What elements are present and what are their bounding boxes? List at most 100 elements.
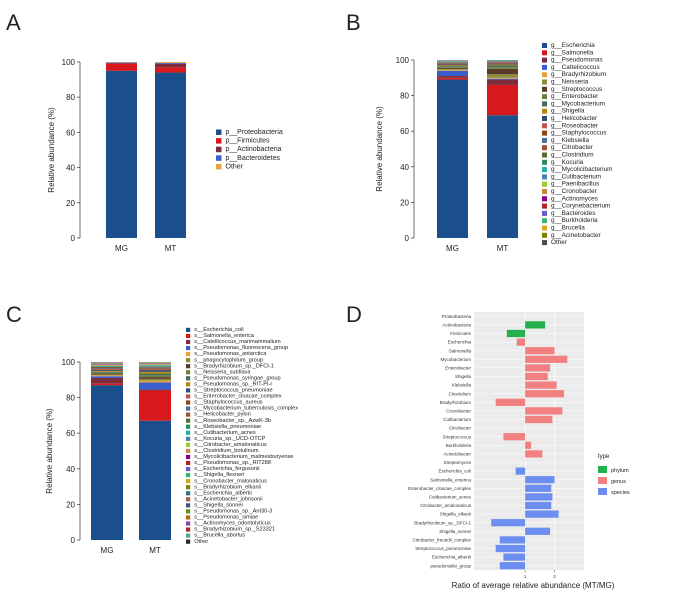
panel-letter-d: D <box>346 302 362 327</box>
legend-label: g__Cronobacter <box>551 188 598 195</box>
legend-swatch <box>542 210 547 216</box>
legend-swatch <box>542 196 547 202</box>
legend-label: s__Brucella_abortus <box>194 533 245 539</box>
y-tick-label: Citrobacter_freundii_complex <box>412 538 471 543</box>
legend-label: s__Citrobacter_amalonaticus <box>194 442 267 448</box>
legend-swatch <box>186 527 191 532</box>
y-axis-title: Relative abundance (%) <box>47 107 56 193</box>
legend-label: g__Bradyrhizobium <box>551 71 606 78</box>
x-axis-title: Ratio of average relative abundance (MT/… <box>452 581 615 590</box>
ratio-bar <box>525 390 565 398</box>
legend-label: g__Bacteroides <box>551 210 595 217</box>
legend-swatch <box>542 218 547 224</box>
bar-segment <box>437 63 468 64</box>
legend-label: g__Shigella <box>551 108 585 115</box>
ratio-bar <box>525 450 543 458</box>
x-tick-label: MG <box>446 244 459 253</box>
bar-segment <box>91 376 123 379</box>
legend-label: Other <box>226 163 244 170</box>
ratio-bar <box>491 519 526 527</box>
legend-label: s__Pseudomonas_sp._RIT-PI-r <box>194 381 272 387</box>
bar-segment <box>106 62 137 64</box>
legend-swatch <box>186 473 191 478</box>
legend-label: s__Escherichia_fergusonii <box>194 466 259 472</box>
bar-segment <box>487 78 518 80</box>
bar-segment <box>139 373 171 376</box>
legend-label: s__Roseobacter_sp._AzwK-3b <box>194 418 271 424</box>
ratio-bar <box>525 527 551 535</box>
ratio-bar <box>525 510 559 518</box>
bar-segment <box>437 63 468 65</box>
bar-segment <box>139 367 171 369</box>
legend-label: s__Helicobacter_pylori <box>194 412 251 418</box>
legend-swatch <box>542 152 547 158</box>
legend-label: Other <box>194 539 208 545</box>
ratio-bar <box>495 544 526 553</box>
legend-swatch <box>542 94 547 100</box>
y-axis-title: Relative abundance (%) <box>45 408 54 494</box>
bar-segment <box>139 366 171 367</box>
legend-label: s__Escherichia_albertii <box>194 490 252 496</box>
y-tick-label: Cutibacterium <box>443 417 471 422</box>
legend-swatch <box>542 101 547 107</box>
legend-label: s__phagocytophilum_group <box>194 357 263 363</box>
legend-title: type <box>598 454 610 460</box>
legend-label: s__Pseudomonas_fluorescens_group <box>194 345 288 351</box>
chart-b: 0 20 40 60 80 100 Relative abundance (%) MG MT g_… <box>375 42 612 253</box>
bar-segment <box>91 369 123 371</box>
legend-label: s__Pseudomonas_antarctica <box>194 351 267 357</box>
bar-segment <box>487 74 518 78</box>
y-tick-label: Streptococcus <box>442 434 471 439</box>
legend-swatch <box>186 339 191 345</box>
legend-label: g__Pseudomonas <box>551 57 603 64</box>
y-tick-label: Bradyrhizobium_sp._DFCI-1 <box>414 520 471 525</box>
bar-segment <box>487 68 518 75</box>
legend-swatch <box>542 123 547 129</box>
y-tick-label: Citrobacter <box>449 426 472 431</box>
legend-swatch <box>186 345 191 351</box>
legend-swatch <box>186 509 191 514</box>
ratio-bar <box>525 381 557 389</box>
legend-label: p__Bacteroidetes <box>226 155 281 162</box>
bar-segment <box>487 65 518 68</box>
y-tick-label: Proteobacteria <box>442 314 472 319</box>
legend-swatch <box>542 232 547 238</box>
legend-label: g__Salmonella <box>551 49 594 56</box>
bar-segment <box>139 390 171 421</box>
legend-swatch <box>186 352 191 357</box>
legend-label: g__Acinetobacter <box>551 232 602 239</box>
y-tick-label: 20 <box>66 500 75 509</box>
bar-segment <box>487 62 518 64</box>
bar-segment <box>139 371 171 374</box>
legend-swatch <box>186 539 191 544</box>
y-tick-label: Cutibacterium_acnes <box>429 495 472 500</box>
legend-swatch <box>186 406 191 411</box>
legend-swatch <box>186 382 191 387</box>
legend-swatch <box>186 376 191 381</box>
legend-swatch <box>542 72 547 78</box>
legend-label: s__Pseudomonas_sp._Ant30-3 <box>194 509 272 515</box>
legend-swatch <box>186 430 191 435</box>
legend-swatch <box>186 394 191 399</box>
legend-label: s__Pseudomonas_simiae <box>194 515 258 521</box>
legend-label: g__Roseobacter <box>551 122 599 129</box>
legend-label: g__Kocuria <box>551 159 584 166</box>
ratio-bar <box>516 338 526 346</box>
legend-swatch <box>186 418 191 423</box>
legend-label: g__Corynebacterium <box>551 203 610 210</box>
legend-swatch <box>542 159 547 165</box>
legend-swatch <box>186 485 191 490</box>
legend-swatch <box>186 370 191 375</box>
bar-segment <box>437 79 468 238</box>
y-tick-label: Enterobacter_cloacae_complex <box>408 486 472 491</box>
legend-label: g__Staphylococcus <box>551 130 606 137</box>
legend-swatch <box>186 358 191 363</box>
bar-segment <box>487 61 518 63</box>
bar-segment <box>487 64 518 66</box>
ratio-bar <box>499 562 526 570</box>
bar-segment <box>437 67 468 69</box>
legend-swatch <box>186 479 191 484</box>
y-tick-label: 20 <box>66 199 75 208</box>
legend-label: species <box>611 490 630 496</box>
bar-segment <box>437 69 468 71</box>
